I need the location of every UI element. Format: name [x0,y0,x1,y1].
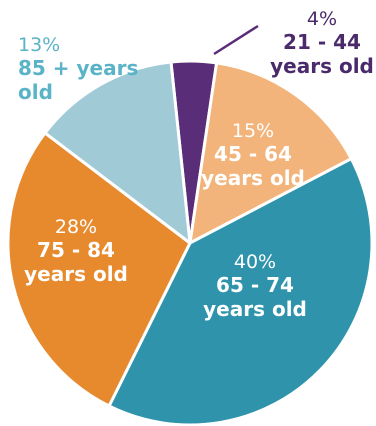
slice-category-label: old [18,80,53,104]
slice-category-label: years old [24,262,128,286]
slice-percent-label: 4% [307,8,337,30]
pie-slices [6,59,374,426]
slice-category-label: years old [270,54,374,78]
leader-line [213,24,259,56]
pie-slice-3 [107,157,374,426]
slice-label-2: 15% 45 - 64 years old [201,120,305,190]
slice-category-label: 75 - 84 [37,238,115,262]
slice-category-label: 45 - 64 [214,142,292,166]
slice-category-label: 65 - 74 [216,273,294,297]
slice-label-3: 40% 65 - 74 years old [203,251,307,321]
slice-percent-label: 40% [234,251,276,273]
pie-slice-4 [6,131,192,408]
slice-percent-label: 28% [55,216,97,238]
slice-percent-label: 13% [18,34,60,56]
slice-label-5: 13% 85 + years old [18,34,138,104]
slice-category-label: years old [203,297,307,321]
pie-slice-5 [43,60,192,245]
pie-slice-2 [188,61,353,245]
slice-category-label: 85 + years [18,56,138,80]
slice-label-1: 4% 21 - 44 years old [270,8,374,78]
slice-label-4: 28% 75 - 84 years old [24,216,128,286]
slice-category-label: years old [201,166,305,190]
slice-percent-label: 15% [232,120,274,142]
slice-category-label: 21 - 44 [283,30,361,54]
